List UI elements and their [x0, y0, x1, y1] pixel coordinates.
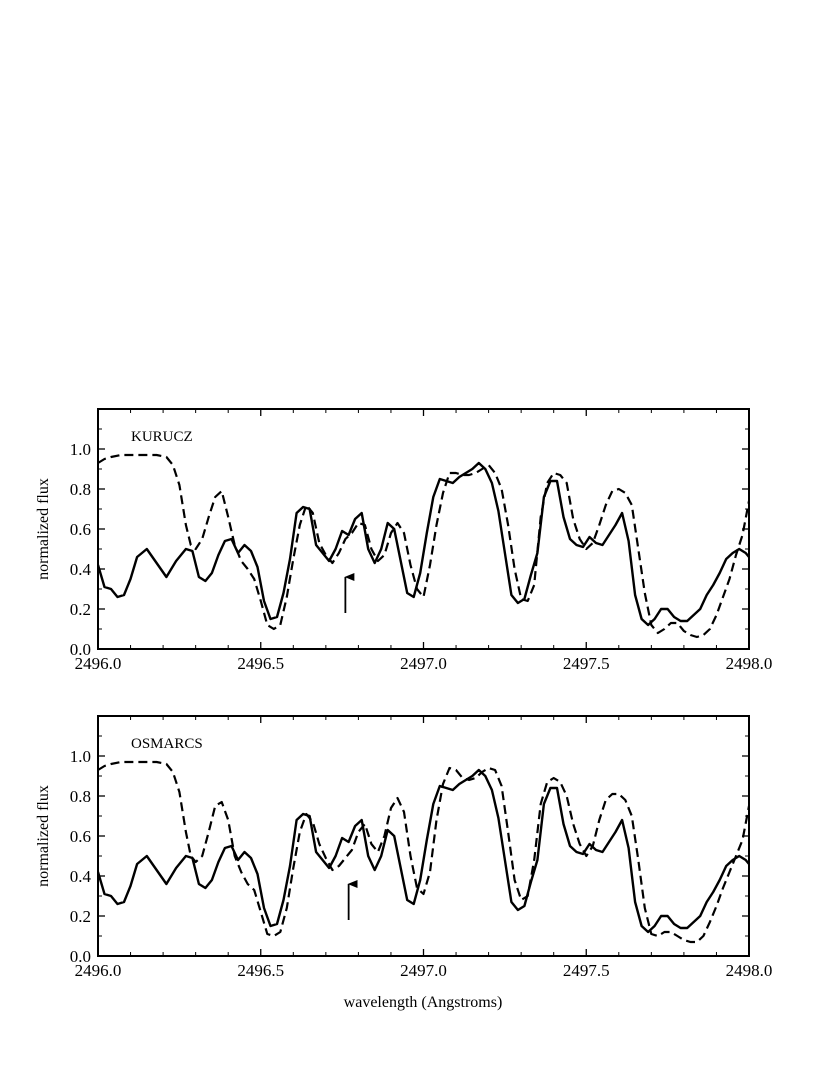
osmarcs-y-tick-label: 0.4 — [70, 867, 92, 886]
osmarcs-x-tick-label: 2496.5 — [237, 961, 284, 980]
panel-kurucz-ticks: 2496.0 2496.5 2497.0 2497.5 2498.0 0.0 0.2 0.4 0… — [70, 409, 773, 673]
kurucz-x-tick-label: 2497.5 — [563, 654, 610, 673]
osmarcs-x-tick-label: 2496.0 — [75, 961, 122, 980]
osmarcs-x-tick-label: 2498.0 — [726, 961, 773, 980]
panel-osmarcs: 2496.0 2496.5 2497.0 2497.5 2498.0 0.0 0.2 0.4 0… — [35, 715, 773, 980]
x-axis-label: wavelength (Angstroms) — [344, 994, 503, 1011]
kurucz-y-tick-label: 0.0 — [70, 640, 91, 659]
kurucz-dashed-series-line — [98, 453, 749, 639]
osmarcs-solid-series-line — [98, 768, 749, 934]
panel-kurucz-ylabel: normalized flux — [35, 478, 52, 580]
osmarcs-y-tick-label: 0.0 — [70, 947, 91, 966]
panel-osmarcs-frame — [97, 715, 750, 957]
kurucz-x-tick-label: 2497.0 — [400, 654, 447, 673]
kurucz-y-tick-label: 0.8 — [70, 480, 91, 499]
panel-osmarcs-ticks: 2496.0 2496.5 2497.0 2497.5 2498.0 0.0 0.2 0.4 0… — [70, 716, 773, 980]
kurucz-x-tick-label: 2496.5 — [237, 654, 284, 673]
kurucz-y-tick-label: 0.4 — [70, 560, 92, 579]
kurucz-y-tick-label: 1.0 — [70, 440, 91, 459]
osmarcs-dashed-series-line — [98, 760, 749, 944]
kurucz-x-tick-label: 2496.0 — [75, 654, 122, 673]
osmarcs-y-tick-label: 1.0 — [70, 747, 91, 766]
osmarcs-y-tick-label: 0.2 — [70, 907, 91, 926]
osmarcs-y-tick-label: 0.8 — [70, 787, 91, 806]
kurucz-y-tick-label: 0.2 — [70, 600, 91, 619]
kurucz-solid-series-line — [98, 461, 749, 627]
panel-osmarcs-plot-area — [98, 760, 749, 944]
kurucz-x-tick-label: 2498.0 — [726, 654, 773, 673]
panel-osmarcs-label: OSMARCS — [131, 736, 203, 752]
panel-kurucz: 2496.0 2496.5 2497.0 2497.5 2498.0 0.0 0.2 0.4 0… — [35, 408, 773, 673]
osmarcs-y-tick-label: 0.6 — [70, 827, 91, 846]
osmarcs-x-tick-label: 2497.0 — [400, 961, 447, 980]
panel-osmarcs-ylabel: normalized flux — [35, 785, 52, 887]
panel-kurucz-frame — [97, 408, 750, 650]
panel-kurucz-plot-area — [98, 453, 749, 639]
osmarcs-x-tick-label: 2497.5 — [563, 961, 610, 980]
kurucz-y-tick-label: 0.6 — [70, 520, 91, 539]
panel-kurucz-label: KURUCZ — [131, 429, 193, 445]
